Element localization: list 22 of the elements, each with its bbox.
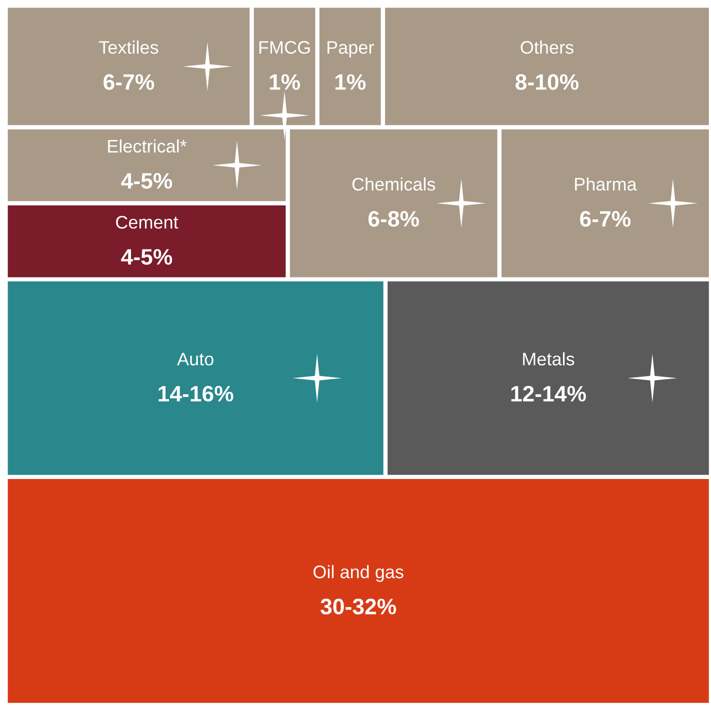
category-label: Metals [523, 352, 574, 366]
category-label: Paper [328, 41, 374, 58]
category-label: Textiles [99, 40, 158, 54]
data-label: 8-10% [516, 74, 579, 90]
data-label: 4-5% [121, 249, 172, 265]
category-label: Cement [116, 216, 178, 229]
data-label: 1% [270, 74, 300, 90]
category-label: FMCG [259, 41, 310, 54]
data-label: 6-7% [104, 74, 154, 90]
data-label: 1% [335, 74, 366, 90]
data-label: 30-32% [320, 598, 396, 614]
category-label: Auto [177, 352, 214, 366]
category-label: Oil and gas [314, 565, 404, 582]
category-label: Others [520, 40, 574, 54]
category-label: Chemicals [352, 177, 436, 191]
category-label: Electrical* [108, 139, 187, 153]
data-label: 14-16% [158, 386, 234, 402]
data-label: 4-5% [121, 173, 172, 189]
data-label: 6-8% [368, 211, 419, 227]
data-label: 6-7% [580, 211, 631, 227]
data-label: 12-14% [511, 386, 586, 402]
category-label: Pharma [575, 177, 637, 191]
